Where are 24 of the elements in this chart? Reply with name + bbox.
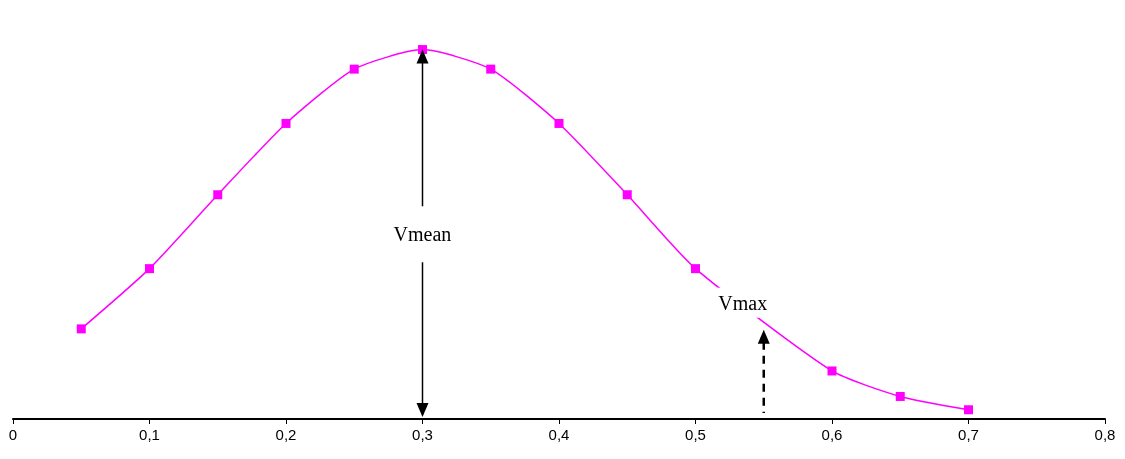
x-tick-label: 0,7 <box>958 426 979 443</box>
x-tick-label: 0 <box>8 426 18 443</box>
point <box>349 64 359 74</box>
x-tick-label: 0,8 <box>1094 426 1116 443</box>
annotation: Vmean <box>393 223 452 246</box>
point <box>486 64 496 74</box>
point <box>895 391 905 401</box>
annotation: Vmax <box>718 291 768 314</box>
point <box>145 264 154 274</box>
x-tick-label: 0,1 <box>139 426 160 443</box>
point <box>827 366 837 376</box>
point <box>418 45 427 55</box>
x-tick-label: 0,2 <box>275 426 297 443</box>
point <box>964 405 973 415</box>
x-tick-label: 0,5 <box>685 426 706 443</box>
x-tick-label: 0,6 <box>821 426 843 443</box>
point <box>213 190 223 200</box>
point <box>622 190 632 200</box>
point <box>76 324 86 334</box>
point <box>691 264 700 274</box>
x-tick-label: 0,4 <box>548 426 570 443</box>
point <box>554 118 564 128</box>
x-tick-label: 0,3 <box>412 426 433 443</box>
point <box>281 118 291 128</box>
